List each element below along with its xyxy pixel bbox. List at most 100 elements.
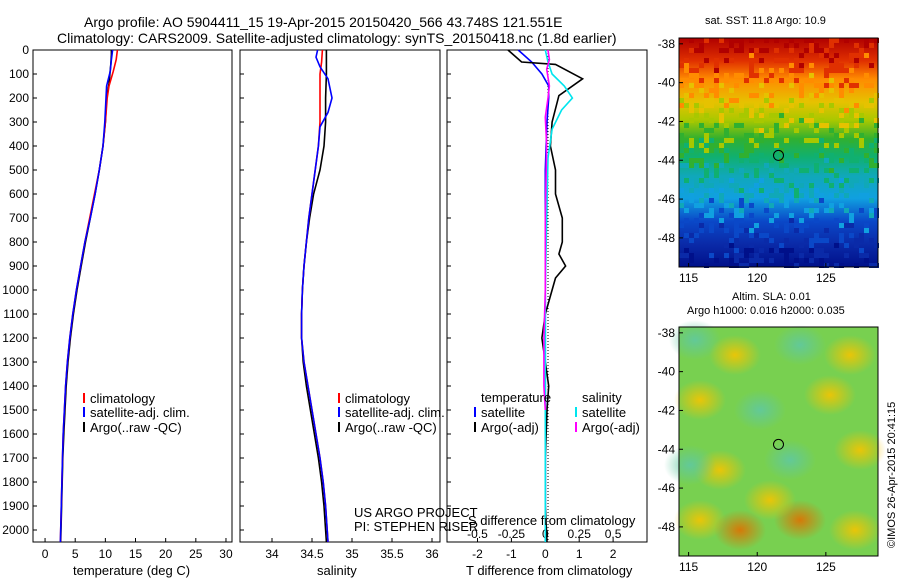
sst-pixel xyxy=(859,113,864,118)
sst-pixel xyxy=(789,68,794,73)
sst-pixel xyxy=(769,248,774,253)
x-tick-label: 20 xyxy=(159,547,173,561)
sst-pixel xyxy=(824,228,829,233)
sst-pixel xyxy=(729,38,734,43)
sst-pixel xyxy=(699,153,704,158)
sst-pixel xyxy=(699,213,704,218)
sst-pixel xyxy=(829,153,834,158)
sst-pixel xyxy=(759,178,764,183)
map-x-tick-label: 115 xyxy=(679,560,698,574)
sst-pixel xyxy=(679,138,684,143)
sst-pixel xyxy=(839,178,844,183)
sst-pixel xyxy=(779,248,784,253)
sst-pixel xyxy=(839,188,844,193)
sst-pixel xyxy=(759,68,764,73)
sla-anomaly-blob xyxy=(674,500,726,540)
x-tick-label: 35.5 xyxy=(380,547,404,561)
sst-pixel xyxy=(844,243,849,248)
sst-pixel xyxy=(679,153,684,158)
sst-pixel xyxy=(739,213,744,218)
sst-pixel xyxy=(819,88,824,93)
sst-pixel xyxy=(779,123,784,128)
sst-pixel xyxy=(719,143,724,148)
s-diff-x-label: S difference from climatology xyxy=(468,513,636,528)
sst-pixel xyxy=(694,183,699,188)
sst-pixel xyxy=(849,78,854,83)
sst-pixel xyxy=(754,193,759,198)
sst-pixel xyxy=(759,113,764,118)
sla-map-frame xyxy=(678,326,879,557)
sst-pixel xyxy=(769,133,774,138)
sst-pixel xyxy=(854,178,859,183)
legend-satellite-2: satellite-adj. clim. xyxy=(345,405,445,420)
sst-pixel xyxy=(724,203,729,208)
sst-pixel xyxy=(729,183,734,188)
sst-pixel xyxy=(754,93,759,98)
sst-pixel xyxy=(689,158,694,163)
sst-pixel xyxy=(809,238,814,243)
sst-pixel xyxy=(814,168,819,173)
sst-pixel xyxy=(699,158,704,163)
sst-pixel xyxy=(794,128,799,133)
sst-pixel xyxy=(814,248,819,253)
sst-pixel xyxy=(834,38,839,43)
sst-pixel xyxy=(704,103,709,108)
sst-pixel xyxy=(849,153,854,158)
sst-pixel xyxy=(809,113,814,118)
sst-pixel xyxy=(694,68,699,73)
sst-pixel xyxy=(829,178,834,183)
sst-pixel xyxy=(759,138,764,143)
sst-pixel xyxy=(814,208,819,213)
sst-pixel xyxy=(869,178,874,183)
sst-pixel xyxy=(689,253,694,258)
sst-pixel xyxy=(784,58,789,63)
sst-pixel xyxy=(704,138,709,143)
sst-pixel xyxy=(794,168,799,173)
sst-pixel xyxy=(689,238,694,243)
sst-pixel xyxy=(784,43,789,48)
sst-pixel xyxy=(819,53,824,58)
sst-pixel xyxy=(874,213,879,218)
depth-tick-label: 1600 xyxy=(2,427,29,441)
sst-pixel xyxy=(684,103,689,108)
sst-pixel xyxy=(729,258,734,263)
sst-pixel xyxy=(769,78,774,83)
sst-pixel xyxy=(819,48,824,53)
sst-pixel xyxy=(779,193,784,198)
legend-argo-2: Argo(..raw -QC) xyxy=(345,420,437,435)
sst-pixel xyxy=(774,178,779,183)
sst-pixel xyxy=(759,188,764,193)
sst-pixel xyxy=(789,213,794,218)
sst-pixel xyxy=(824,123,829,128)
sst-pixel xyxy=(744,113,749,118)
sst-pixel xyxy=(694,218,699,223)
sst-pixel xyxy=(864,43,869,48)
sst-pixel xyxy=(749,158,754,163)
sst-pixel xyxy=(844,108,849,113)
sst-pixel xyxy=(699,143,704,148)
sst-pixel xyxy=(694,73,699,78)
sst-pixel xyxy=(834,98,839,103)
sst-pixel xyxy=(829,78,834,83)
sst-pixel xyxy=(809,183,814,188)
sst-pixel xyxy=(689,188,694,193)
sst-pixel xyxy=(759,128,764,133)
sst-pixel xyxy=(709,88,714,93)
sst-pixel xyxy=(794,198,799,203)
sst-pixel xyxy=(824,178,829,183)
sst-pixel xyxy=(704,148,709,153)
sst-pixel xyxy=(729,98,734,103)
sst-pixel xyxy=(739,253,744,258)
sst-pixel xyxy=(724,78,729,83)
sst-pixel xyxy=(754,103,759,108)
x-tick-label: -1 xyxy=(506,547,517,561)
sst-pixel xyxy=(779,78,784,83)
sst-pixel xyxy=(734,233,739,238)
sst-pixel xyxy=(809,188,814,193)
sst-pixel xyxy=(804,168,809,173)
sst-pixel xyxy=(769,203,774,208)
sst-pixel xyxy=(679,203,684,208)
sst-pixel xyxy=(684,208,689,213)
sst-pixel xyxy=(839,88,844,93)
